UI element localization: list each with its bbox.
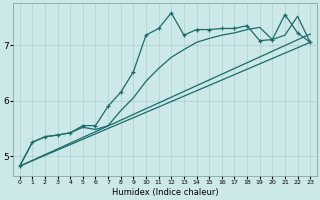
- X-axis label: Humidex (Indice chaleur): Humidex (Indice chaleur): [112, 188, 218, 197]
